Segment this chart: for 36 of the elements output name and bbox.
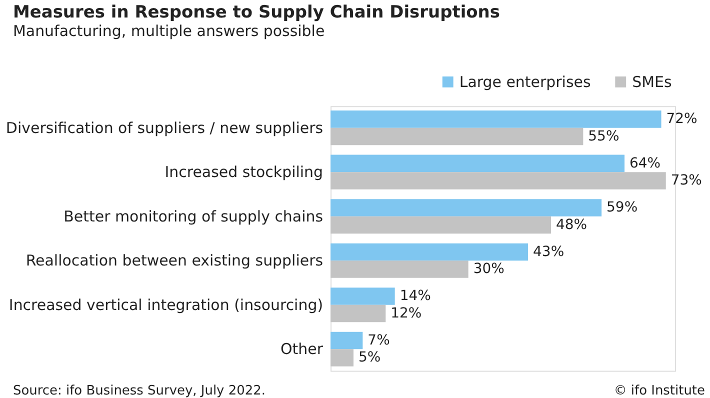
chart-title: Measures in Response to Supply Chain Disruptions (12, 2, 500, 22)
bar (330, 216, 552, 234)
data-label: 5% (358, 350, 381, 366)
text: © ifo Institute (614, 384, 706, 398)
y-tick-label: Better monitoring of supply chains (64, 207, 324, 226)
data-label: 43% (533, 244, 564, 260)
data-label: 73% (670, 172, 702, 189)
data-label: 48% (556, 216, 588, 233)
data-label: 7% (368, 332, 390, 348)
data-label: 59% (606, 200, 638, 216)
bar (330, 172, 666, 190)
bar (330, 349, 354, 366)
data-label: 12% (390, 305, 422, 322)
legend-label: Large enterprises (459, 72, 591, 91)
data-label: 55% (588, 128, 620, 144)
bar (330, 243, 528, 261)
data-label: 30% (473, 261, 504, 278)
y-tick-label: Increased stockpiling (164, 163, 324, 182)
y-tick-label: Other (280, 340, 324, 358)
legend-label: SMEs (632, 72, 672, 91)
bar (330, 260, 468, 278)
bar (330, 154, 625, 172)
y-tick-label: Increased vertical integration (insourcing) (8, 296, 324, 314)
source-note: Source: ifo Business Survey, July 2022. (12, 384, 266, 398)
data-label: 64% (630, 155, 661, 172)
bar (330, 288, 395, 305)
bar (330, 332, 363, 350)
bar (330, 199, 602, 216)
bar (330, 110, 662, 128)
text: Manufacturing, multiple answers possible (12, 22, 325, 40)
bar (330, 304, 386, 322)
data-label: 72% (666, 111, 698, 128)
y-tick-label: Reallocation between existing suppliers (26, 252, 324, 270)
bar (330, 128, 584, 146)
data-label: 14% (400, 288, 431, 304)
y-tick-label: Diversification of suppliers / new suppliers (6, 118, 324, 137)
